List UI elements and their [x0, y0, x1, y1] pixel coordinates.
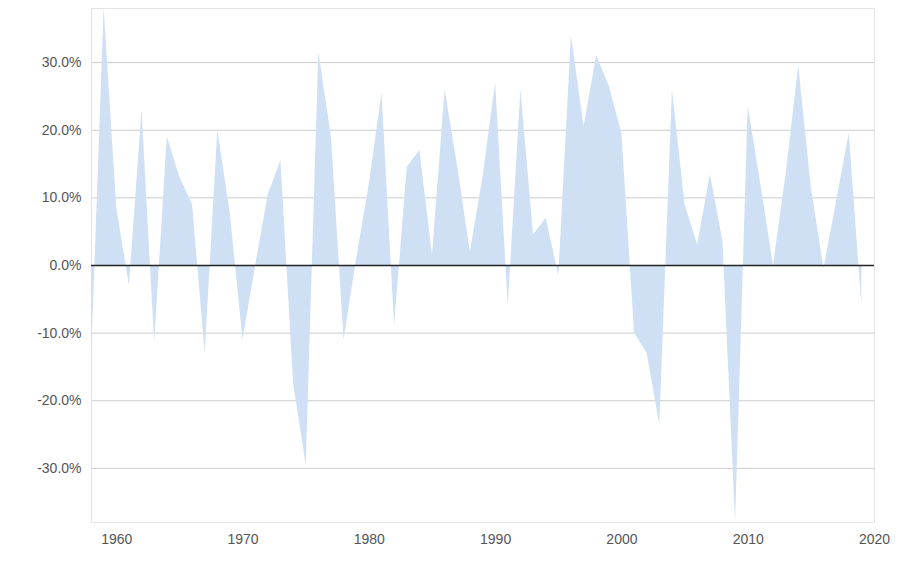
svg-text:1970: 1970 [227, 531, 258, 547]
svg-text:-30.0%: -30.0% [37, 460, 81, 476]
svg-text:2010: 2010 [733, 531, 764, 547]
svg-text:20.0%: 20.0% [42, 122, 82, 138]
svg-text:1960: 1960 [101, 531, 132, 547]
svg-text:2020: 2020 [859, 531, 890, 547]
svg-text:0.0%: 0.0% [50, 257, 82, 273]
svg-text:-10.0%: -10.0% [37, 325, 81, 341]
svg-text:-20.0%: -20.0% [37, 392, 81, 408]
svg-text:2000: 2000 [606, 531, 637, 547]
svg-text:10.0%: 10.0% [42, 189, 82, 205]
svg-text:1980: 1980 [354, 531, 385, 547]
svg-text:1990: 1990 [480, 531, 511, 547]
svg-text:30.0%: 30.0% [42, 54, 82, 70]
